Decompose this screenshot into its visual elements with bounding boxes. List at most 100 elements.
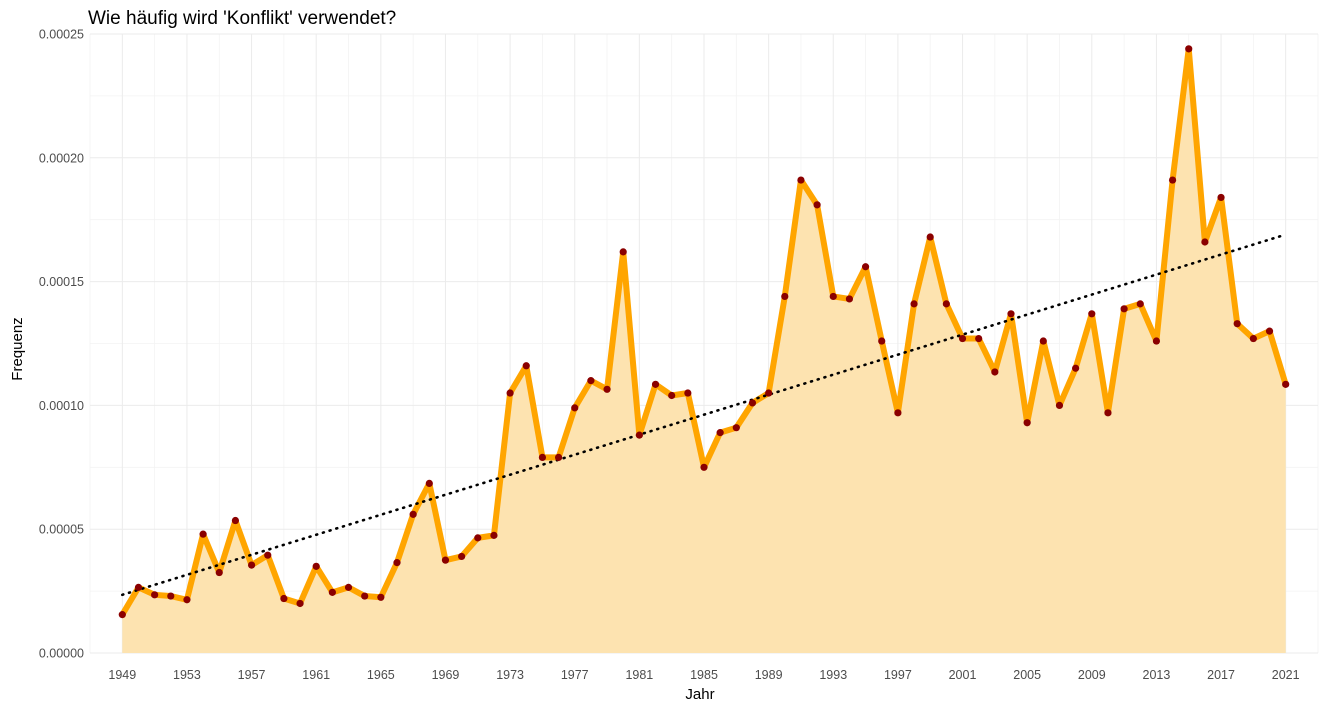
data-point	[1168, 176, 1177, 184]
data-point	[280, 594, 288, 603]
data-point	[910, 300, 918, 308]
data-point	[134, 583, 143, 591]
data-point	[328, 588, 336, 596]
data-point	[1249, 334, 1257, 343]
x-tick-label: 2013	[1143, 668, 1171, 682]
data-point	[1072, 364, 1080, 372]
x-tick-label: 1957	[238, 668, 266, 682]
data-point	[247, 561, 256, 569]
data-point	[845, 295, 854, 303]
x-tick-label: 2009	[1078, 668, 1106, 682]
x-tick-label: 1989	[755, 668, 783, 682]
data-point	[1217, 193, 1225, 202]
data-point	[797, 176, 805, 184]
x-tick-label: 2021	[1272, 668, 1300, 682]
data-point	[619, 248, 627, 256]
data-point	[1055, 401, 1064, 409]
data-point	[215, 568, 223, 577]
data-point	[1152, 337, 1161, 345]
data-point	[1088, 310, 1096, 318]
x-tick-label: 1993	[819, 668, 847, 682]
y-axis-title: Frequenz	[9, 317, 26, 380]
x-tick-label: 1977	[561, 668, 589, 682]
points-layer	[118, 45, 1290, 619]
data-point	[1023, 419, 1031, 427]
data-point	[118, 611, 126, 619]
x-tick-label: 1985	[690, 668, 718, 682]
data-point	[361, 592, 369, 600]
data-point	[1007, 310, 1015, 318]
data-point	[377, 593, 385, 601]
data-point	[522, 362, 530, 370]
data-point	[684, 389, 692, 397]
data-point	[1233, 320, 1241, 328]
y-tick-label: 0.00005	[39, 523, 84, 537]
x-tick-label: 1973	[496, 668, 524, 682]
data-point	[651, 380, 660, 388]
data-point	[991, 368, 999, 376]
x-tick-label: 2017	[1207, 668, 1235, 682]
area-layer	[122, 48, 1286, 653]
data-point	[765, 389, 773, 397]
y-tick-label: 0.00010	[39, 399, 84, 413]
data-point	[183, 596, 191, 604]
data-point	[506, 389, 514, 397]
data-point	[490, 531, 498, 539]
data-point	[458, 552, 466, 561]
data-point	[926, 233, 934, 241]
data-point	[732, 424, 740, 432]
data-point	[878, 337, 886, 345]
data-point	[781, 292, 789, 301]
data-point	[829, 292, 837, 301]
data-point	[603, 385, 611, 393]
x-tick-label: 1949	[108, 668, 136, 682]
data-point	[409, 510, 417, 518]
x-tick-label: 1969	[432, 668, 460, 682]
data-point	[1039, 337, 1047, 345]
data-point	[296, 599, 304, 608]
data-point	[894, 409, 902, 417]
area-fill	[122, 48, 1286, 653]
y-tick-label: 0.00015	[39, 275, 84, 289]
x-tick-label: 1953	[173, 668, 201, 682]
data-point	[1104, 409, 1112, 417]
data-point	[1120, 305, 1128, 313]
data-point	[716, 429, 724, 437]
data-point	[199, 530, 207, 538]
data-point	[1136, 300, 1144, 308]
x-tick-label: 1961	[302, 668, 330, 682]
data-point	[1201, 238, 1209, 246]
data-point	[1185, 45, 1193, 53]
x-tick-label: 1997	[884, 668, 912, 682]
data-point	[1265, 327, 1274, 335]
x-axis-ticks: 1949 1953 1957 1961 1965 1969 1973 1977 1981 1985…	[108, 668, 1299, 682]
data-point	[167, 592, 175, 600]
x-tick-label: 2005	[1013, 668, 1041, 682]
trend-layer	[121, 233, 1287, 597]
data-point	[635, 431, 643, 439]
x-tick-label: 2001	[949, 668, 977, 682]
data-point	[312, 562, 320, 570]
x-axis-title: Jahr	[685, 686, 714, 703]
data-point	[441, 556, 450, 564]
trend-line	[121, 233, 1287, 597]
data-point	[700, 463, 708, 471]
data-point	[151, 591, 159, 599]
data-point	[942, 300, 950, 308]
data-point	[748, 399, 757, 407]
data-point	[231, 516, 240, 525]
data-point	[554, 453, 563, 461]
data-point	[958, 334, 967, 343]
data-point	[538, 453, 547, 461]
data-point	[393, 559, 401, 567]
data-point	[668, 391, 676, 400]
y-tick-label: 0.00020	[39, 151, 84, 165]
data-point	[474, 534, 482, 542]
x-tick-label: 1981	[625, 668, 653, 682]
data-point	[425, 479, 433, 487]
data-point	[571, 404, 579, 412]
y-axis-ticks: 0.00000 0.00005 0.00010 0.00015 0.00020 0.000…	[39, 28, 84, 661]
data-point	[264, 551, 272, 559]
y-tick-label: 0.00000	[39, 647, 84, 661]
